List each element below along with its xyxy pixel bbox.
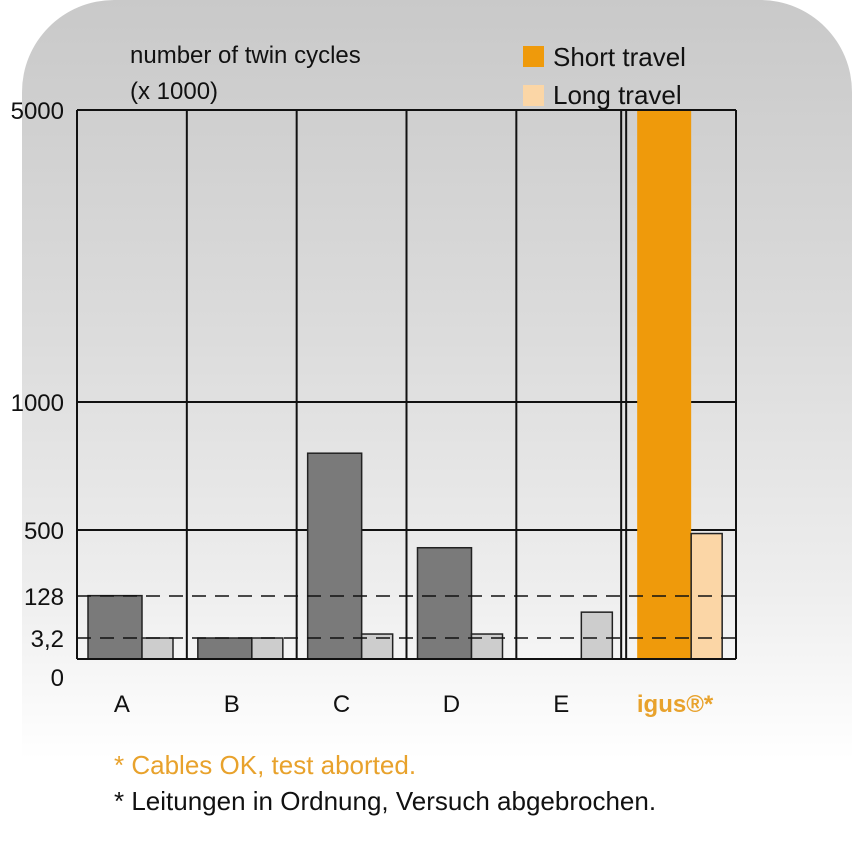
y-axis-title-line-2: (x 1000) <box>130 78 218 105</box>
category-label-b: B <box>224 691 240 718</box>
y-tick-label-2: 128 <box>24 584 64 611</box>
grid <box>77 110 736 659</box>
y-tick-labels: 0 3,2 128 500 1000 5000 <box>11 98 64 692</box>
y-tick-label-1: 3,2 <box>31 626 64 653</box>
footnote-english: * Cables OK, test aborted. <box>114 750 417 780</box>
footnote-german: * Leitungen in Ordnung, Versuch abgebroc… <box>114 786 657 816</box>
y-axis-title-line-1: number of twin cycles <box>130 42 361 69</box>
category-label-d: D <box>443 691 460 718</box>
category-label-a: A <box>114 691 130 718</box>
reference-lines <box>77 595 736 639</box>
legend-swatch-long-travel <box>523 85 544 106</box>
legend-label-long-travel: Long travel <box>553 80 682 110</box>
y-tick-label-5: 5000 <box>11 98 64 125</box>
plot-frame <box>76 109 737 660</box>
bar-long-travel-e <box>580 611 614 660</box>
bar-long-travel-a <box>141 637 174 660</box>
bar-short-travel-a <box>87 594 143 660</box>
y-tick-label-0: 0 <box>51 665 64 692</box>
legend-swatch-short-travel <box>523 46 544 67</box>
y-tick-label-4: 1000 <box>11 390 64 417</box>
bar-short-travel-d <box>416 546 473 660</box>
legend: Short travel Long travel <box>523 42 686 110</box>
bar-long-travel-b <box>251 637 284 660</box>
category-label-e: E <box>553 691 569 718</box>
y-tick-label-3: 500 <box>24 518 64 545</box>
category-label-igus: igus®* <box>637 691 714 718</box>
background-panel <box>22 0 852 844</box>
bar-short-travel-c <box>306 452 363 660</box>
category-label-c: C <box>333 691 350 718</box>
bar-short-travel-b <box>197 637 253 660</box>
bar-short-travel-igus <box>637 110 692 659</box>
legend-label-short-travel: Short travel <box>553 42 686 72</box>
